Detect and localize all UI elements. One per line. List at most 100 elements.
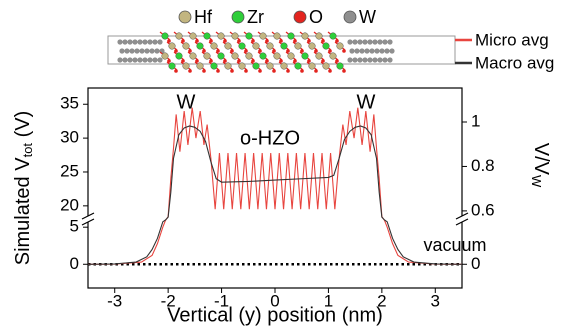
atom-legend-label: W: [359, 7, 376, 27]
o-atom: [216, 69, 220, 73]
metal-atom: [232, 53, 239, 60]
w-atom: [369, 48, 374, 53]
x-tick-label: 1: [324, 291, 333, 310]
w-atom: [152, 57, 157, 62]
atom-legend-marker: [232, 11, 244, 23]
w-atom: [374, 48, 379, 53]
metal-atom: [211, 63, 218, 70]
metal-atom: [309, 43, 316, 50]
w-atom: [154, 48, 159, 53]
metal-atom: [218, 33, 225, 40]
w-atom: [377, 39, 382, 44]
o-atom: [286, 69, 290, 73]
metal-atom: [281, 43, 288, 50]
w-atom: [127, 39, 132, 44]
w-atom: [152, 39, 157, 44]
y2-label-main: V/V: [530, 143, 552, 176]
metal-atom: [225, 63, 232, 70]
metal-atom: [246, 53, 253, 60]
metal-atom: [253, 63, 260, 70]
metal-atom: [337, 43, 344, 50]
w-atom: [129, 48, 134, 53]
w-atom: [134, 48, 139, 53]
w-atom: [357, 57, 362, 62]
metal-atom: [253, 43, 260, 50]
metal-atom: [316, 53, 323, 60]
w-atom: [362, 57, 367, 62]
y-label-sub: tot: [20, 143, 35, 158]
atom-legend-marker: [344, 11, 356, 23]
w-atom: [147, 39, 152, 44]
w-atom: [144, 48, 149, 53]
metal-atom: [281, 63, 288, 70]
x-tick-label: -3: [107, 291, 122, 310]
metal-atom: [211, 43, 218, 50]
metal-atom: [169, 63, 176, 70]
metal-atom: [162, 53, 169, 60]
metal-atom: [239, 43, 246, 50]
metal-atom: [274, 33, 281, 40]
w-atom: [137, 39, 142, 44]
annotation: o-HZO: [240, 127, 300, 149]
w-atom: [367, 39, 372, 44]
w-atom: [367, 57, 372, 62]
metal-atom: [176, 53, 183, 60]
metal-atom: [302, 33, 309, 40]
w-atom: [352, 57, 357, 62]
metal-atom: [190, 53, 197, 60]
w-atom: [122, 39, 127, 44]
metal-atom: [260, 53, 267, 60]
metal-atom: [337, 63, 344, 70]
w-atom: [389, 48, 394, 53]
y2-tick-label: 0.8: [471, 156, 495, 175]
metal-atom: [309, 63, 316, 70]
metal-atom: [295, 43, 302, 50]
y-label-unit: (V): [12, 111, 34, 143]
annotation: vacuum: [423, 235, 486, 255]
metal-atom: [183, 63, 190, 70]
o-atom: [272, 69, 276, 73]
o-atom: [244, 69, 248, 73]
w-atom: [119, 48, 124, 53]
metal-atom: [197, 43, 204, 50]
metal-atom: [176, 33, 183, 40]
y-axis-label: Simulated Vtot (V): [12, 111, 35, 266]
w-atom: [347, 57, 352, 62]
atom-legend-label: Zr: [247, 7, 264, 27]
w-atom: [142, 39, 147, 44]
y-tick-label: 25: [60, 161, 79, 180]
w-atom: [362, 39, 367, 44]
y2-tick-label: 0: [471, 254, 480, 273]
annotation: W: [177, 91, 196, 113]
atom-legend-label: Hf: [194, 7, 213, 27]
y-tick-label: 35: [60, 94, 79, 113]
x-tick-label: 0: [270, 291, 279, 310]
w-atom: [379, 48, 384, 53]
y2-axis-label: V/VW: [529, 143, 552, 188]
w-atom: [117, 57, 122, 62]
metal-atom: [232, 33, 239, 40]
y-tick-label: 0: [70, 254, 79, 273]
metal-atom: [260, 33, 267, 40]
w-atom: [364, 48, 369, 53]
metal-atom: [323, 63, 330, 70]
metal-atom: [316, 33, 323, 40]
y2-label-sub: W: [529, 175, 544, 188]
o-atom: [314, 69, 318, 73]
w-atom: [359, 48, 364, 53]
annotation: W: [357, 91, 376, 113]
w-atom: [117, 39, 122, 44]
w-atom: [157, 57, 162, 62]
metal-atom: [183, 43, 190, 50]
metal-atom: [204, 33, 211, 40]
metal-atom: [274, 53, 281, 60]
legend-label: Macro avg: [475, 53, 554, 72]
metal-atom: [302, 53, 309, 60]
metal-atom: [225, 43, 232, 50]
w-atom: [347, 39, 352, 44]
chart: Vertical (y) position (nm) Simulated Vto…: [0, 0, 573, 328]
w-atom: [124, 48, 129, 53]
w-atom: [357, 39, 362, 44]
metal-atom: [288, 33, 295, 40]
metal-atom: [330, 53, 337, 60]
